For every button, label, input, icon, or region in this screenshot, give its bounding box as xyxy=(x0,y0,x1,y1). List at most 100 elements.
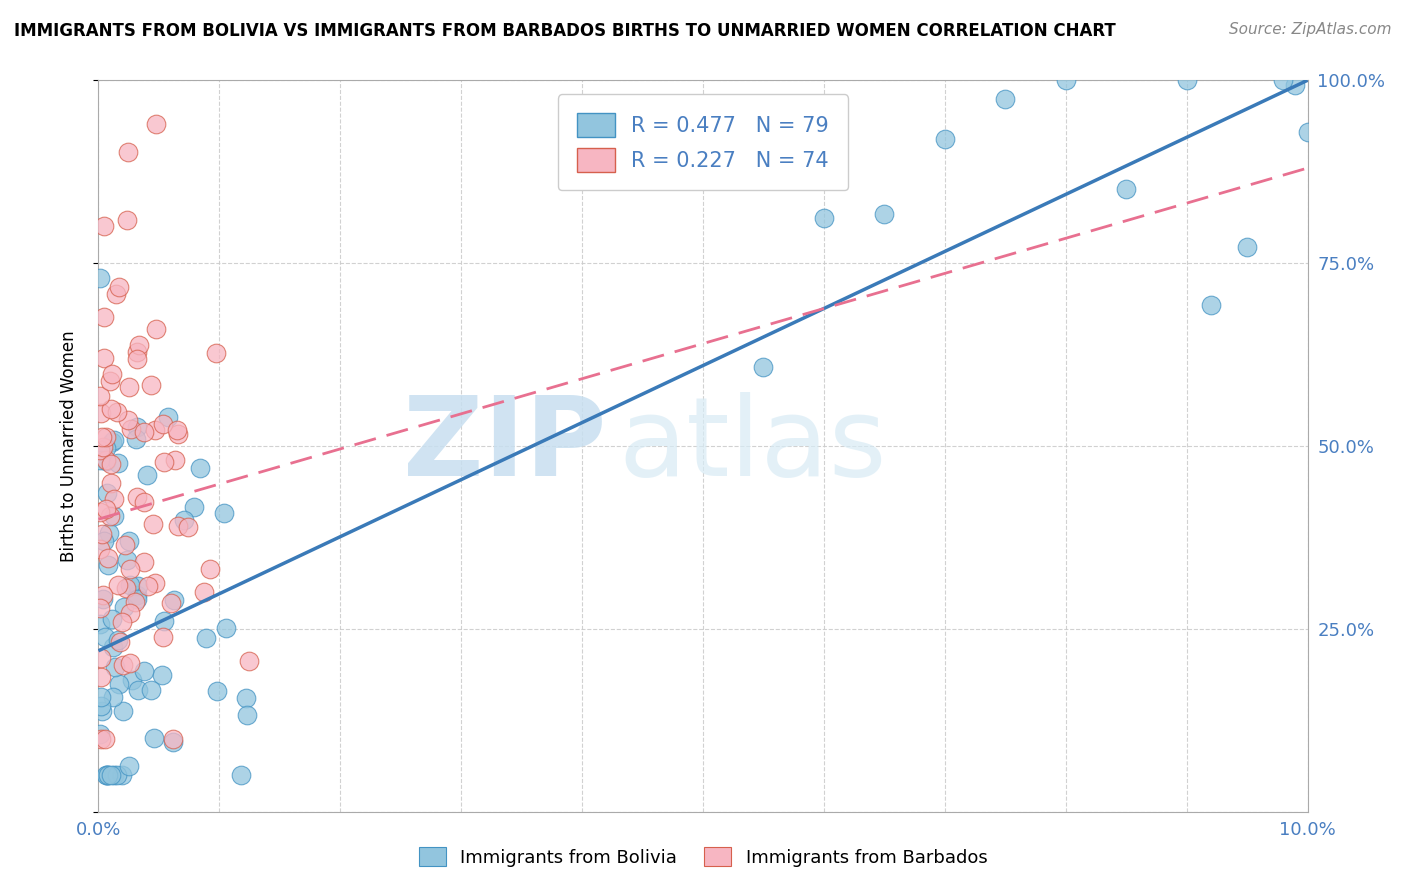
Point xyxy=(118,534,141,549)
Point xyxy=(101,367,124,381)
Point xyxy=(97,558,120,573)
Point xyxy=(127,682,149,697)
Point xyxy=(94,453,117,467)
Point xyxy=(153,455,176,469)
Point xyxy=(96,429,118,443)
Point xyxy=(93,440,115,454)
Point xyxy=(93,351,115,366)
Point xyxy=(89,442,111,457)
Point xyxy=(108,634,131,648)
Point xyxy=(111,705,134,719)
Point xyxy=(136,579,159,593)
Point xyxy=(118,380,141,394)
Point xyxy=(93,310,115,324)
Point xyxy=(136,468,159,483)
Point xyxy=(143,731,166,745)
Point xyxy=(94,630,117,644)
Point xyxy=(118,759,141,773)
Point xyxy=(118,562,141,576)
Point xyxy=(163,593,186,607)
Point xyxy=(162,735,184,749)
Point xyxy=(89,727,111,741)
Point xyxy=(117,145,139,160)
Point xyxy=(134,425,156,439)
Point xyxy=(152,417,174,432)
Point xyxy=(127,592,149,607)
Point xyxy=(166,423,188,437)
Point xyxy=(205,684,228,698)
Point xyxy=(112,658,135,673)
Text: IMMIGRANTS FROM BOLIVIA VS IMMIGRANTS FROM BARBADOS BIRTHS TO UNMARRIED WOMEN CO: IMMIGRANTS FROM BOLIVIA VS IMMIGRANTS FR… xyxy=(14,22,1116,40)
Point xyxy=(114,538,136,552)
Point xyxy=(98,374,121,388)
Point xyxy=(193,585,215,599)
Point xyxy=(101,640,124,654)
Point xyxy=(100,509,122,524)
Point xyxy=(117,553,139,567)
Point xyxy=(108,676,131,690)
Point xyxy=(101,690,124,705)
Point xyxy=(108,280,131,294)
Point xyxy=(214,506,236,520)
Point xyxy=(128,338,150,352)
Point xyxy=(105,405,128,419)
Point xyxy=(173,513,195,527)
Point xyxy=(90,430,112,444)
Point xyxy=(100,476,122,491)
Point xyxy=(89,453,111,467)
Point xyxy=(89,389,111,403)
Point xyxy=(111,768,134,782)
Point xyxy=(235,691,257,706)
Point xyxy=(97,525,120,540)
Point xyxy=(229,768,252,782)
Point xyxy=(103,768,125,782)
Point xyxy=(91,588,114,602)
Point xyxy=(1199,298,1222,312)
Point xyxy=(107,456,129,470)
Point xyxy=(159,596,181,610)
Point xyxy=(91,704,114,718)
Point xyxy=(125,490,148,504)
Point xyxy=(152,614,174,628)
Point xyxy=(127,351,149,366)
Point xyxy=(934,132,956,146)
Point xyxy=(115,581,138,595)
Point xyxy=(107,633,129,648)
Point xyxy=(127,579,149,593)
Point xyxy=(94,441,117,455)
Point xyxy=(235,707,257,722)
Point xyxy=(100,457,122,471)
Point xyxy=(200,561,222,575)
Point xyxy=(166,427,188,442)
Point xyxy=(1296,126,1319,140)
Point xyxy=(127,344,149,359)
Point xyxy=(101,435,124,450)
Point xyxy=(96,768,118,782)
Point xyxy=(152,631,174,645)
Point xyxy=(103,508,125,523)
Point xyxy=(1115,182,1137,196)
Point xyxy=(89,542,111,557)
Point xyxy=(107,577,129,591)
Point xyxy=(103,491,125,506)
Point xyxy=(90,670,112,684)
Point xyxy=(90,406,112,420)
Point xyxy=(89,271,111,285)
Point xyxy=(142,516,165,531)
Point xyxy=(177,520,200,534)
Point xyxy=(96,768,118,782)
Point xyxy=(118,656,141,670)
Point xyxy=(93,731,115,746)
Legend: R = 0.477   N = 79, R = 0.227   N = 74: R = 0.477 N = 79, R = 0.227 N = 74 xyxy=(558,95,848,190)
Point xyxy=(105,768,128,782)
Point xyxy=(143,576,166,591)
Point xyxy=(90,651,112,665)
Point xyxy=(111,615,134,630)
Point xyxy=(105,287,128,301)
Point xyxy=(90,527,112,541)
Point xyxy=(90,690,112,704)
Point xyxy=(752,360,775,375)
Point xyxy=(141,377,163,392)
Point xyxy=(100,768,122,782)
Point xyxy=(121,673,143,688)
